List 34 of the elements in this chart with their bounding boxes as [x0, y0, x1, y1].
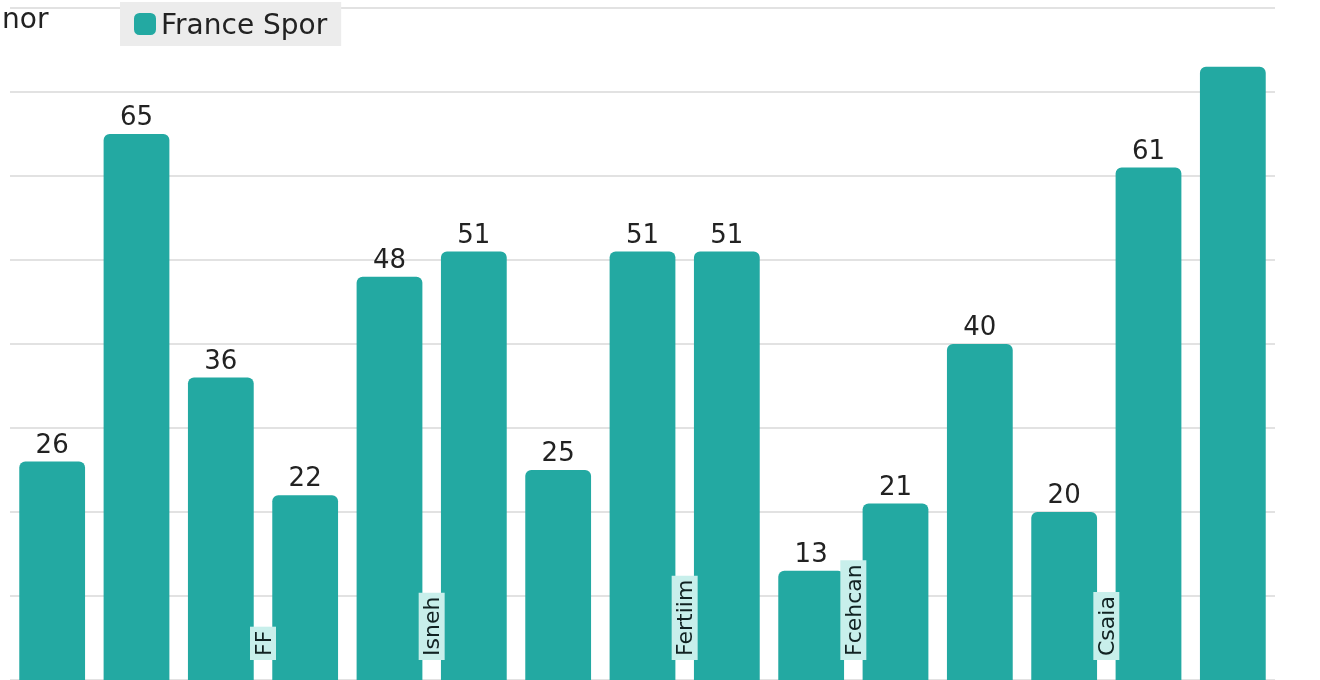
- data-label: 40: [963, 311, 997, 341]
- annotation: Csaia: [1093, 596, 1119, 656]
- data-label: 36: [204, 344, 238, 375]
- data-label: 51: [625, 218, 660, 249]
- data-label: 61: [1131, 134, 1166, 165]
- bar: [1115, 167, 1182, 680]
- text: nor: [2, 1, 49, 35]
- data-label: 20: [1047, 479, 1081, 509]
- bar: [693, 251, 760, 680]
- bar: [356, 276, 423, 680]
- legend-label: France Spor: [161, 7, 328, 41]
- data-label: 13: [794, 537, 828, 568]
- data-label: 65: [119, 101, 154, 131]
- bar: [1031, 512, 1098, 680]
- data-label: 51: [457, 218, 491, 249]
- annotation: Fcehcan: [840, 564, 866, 656]
- bar: [609, 251, 676, 680]
- annotation: FF: [250, 630, 276, 656]
- bar: [525, 470, 592, 680]
- bar: [103, 134, 170, 680]
- data-label: 21: [878, 470, 913, 501]
- data-label: 48: [372, 243, 407, 274]
- annotation: Fertiim: [672, 579, 698, 656]
- annotation: Isneh: [419, 596, 445, 656]
- bar: [272, 495, 339, 680]
- bar: [946, 344, 1013, 680]
- bar: [19, 461, 86, 680]
- bar: [187, 377, 254, 680]
- data-label: 26: [35, 428, 69, 459]
- data-label: 22: [288, 462, 322, 493]
- bar: [440, 251, 507, 680]
- data-label: 51: [710, 218, 744, 249]
- data-label: 25: [541, 437, 575, 467]
- bar: [1199, 66, 1266, 680]
